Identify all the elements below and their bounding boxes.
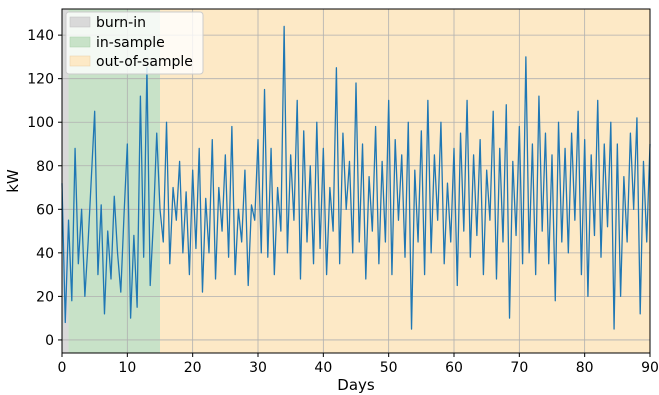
legend-label: burn-in	[96, 15, 146, 31]
plot-frame	[61, 8, 651, 354]
legend-box	[65, 11, 204, 75]
x-tick-label: 60	[445, 360, 463, 376]
legend-swatch	[69, 55, 91, 67]
region-burn-in	[62, 9, 69, 353]
y-tick-label: 100	[27, 115, 54, 131]
x-tick-label: 70	[510, 360, 528, 376]
x-tick-label: 40	[314, 360, 332, 376]
y-axis-label: kW	[4, 169, 22, 193]
series-line	[61, 25, 651, 330]
legend-item-burn-in: burn-in	[69, 15, 146, 31]
x-axis-label: Days	[337, 376, 375, 394]
x-tick-label: 50	[380, 360, 398, 376]
grid-lines	[61, 9, 651, 353]
region-out-of-sample	[160, 9, 650, 353]
y-tick-label: 120	[27, 72, 54, 88]
y-tick-label: 80	[36, 159, 54, 175]
y-tick-label: 20	[36, 289, 54, 305]
y-tick-label: 60	[36, 202, 54, 218]
legend-label: in-sample	[96, 35, 165, 51]
x-tick-label: 90	[641, 360, 659, 376]
legend-label: out-of-sample	[96, 54, 193, 70]
legend-item-in-sample: in-sample	[69, 35, 165, 51]
legend-swatch	[69, 16, 91, 28]
y-axis-ticks: 0 20 40 60 80 100 120 140	[27, 28, 62, 349]
x-tick-label: 80	[576, 360, 594, 376]
y-tick-label: 140	[27, 28, 54, 44]
legend-item-out-of-sample: out-of-sample	[69, 54, 193, 70]
y-tick-label: 40	[36, 246, 54, 262]
x-tick-label: 30	[249, 360, 267, 376]
legend-swatch	[69, 36, 91, 48]
x-axis-ticks: 0 10 20 30 40 50 60 70 80 90	[58, 353, 659, 376]
x-tick-label: 10	[118, 360, 136, 376]
legend: burn-in in-sample out-of-sample	[65, 11, 204, 75]
x-tick-label: 20	[184, 360, 202, 376]
series-layer	[61, 25, 651, 330]
shaded-regions	[62, 9, 650, 353]
y-tick-label: 0	[45, 333, 54, 349]
x-tick-label: 0	[58, 360, 67, 376]
